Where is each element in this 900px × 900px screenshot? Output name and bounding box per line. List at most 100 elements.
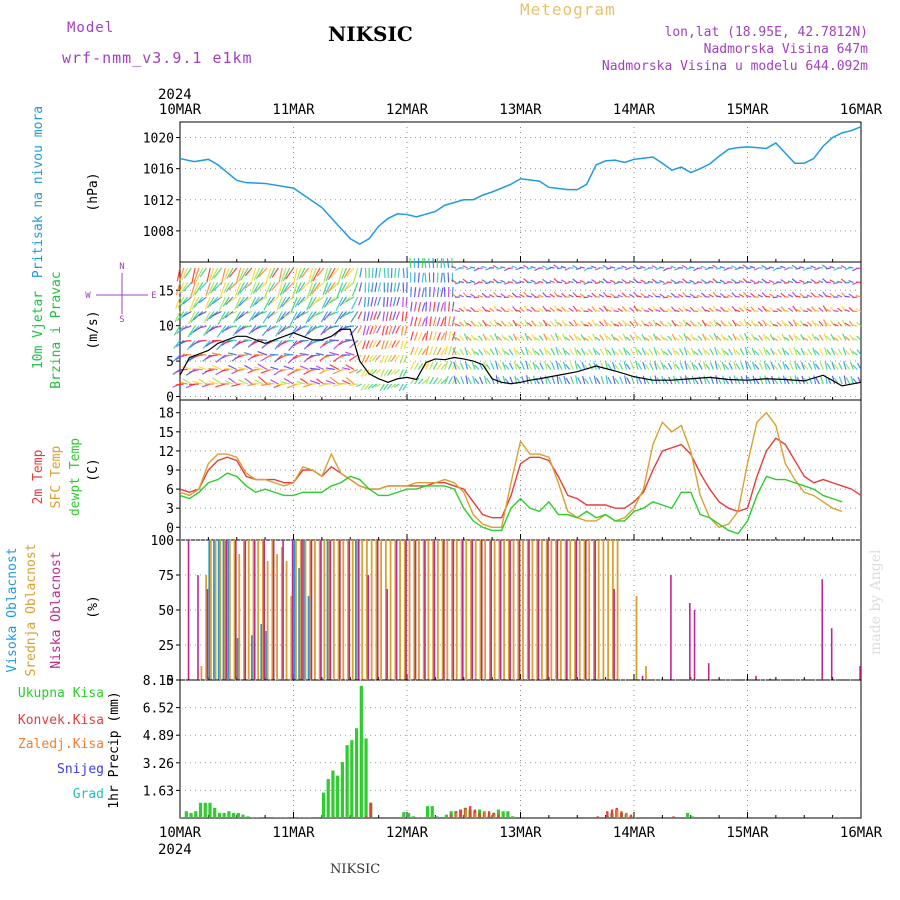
x-tick-label-top: 13MAR [499, 102, 542, 118]
wind-barb [781, 319, 786, 327]
precip-total-bar [501, 811, 505, 818]
wind-barb [534, 310, 540, 313]
wind-barb [719, 279, 726, 284]
wind-barb [733, 361, 737, 370]
cloud-mid-bar [470, 540, 472, 680]
cloud-mid-bar [266, 561, 269, 680]
cloud-mid-bar [432, 540, 435, 680]
wind-barb [784, 323, 790, 327]
wind-barb [329, 364, 340, 371]
wind-barb [802, 281, 809, 285]
wind-barb [496, 308, 502, 313]
wind-barb [659, 293, 665, 298]
wind-barb [316, 267, 325, 277]
cloud-mid-bar [342, 540, 345, 680]
wind-barb [799, 293, 805, 298]
wind-barb [266, 354, 275, 358]
wind-barb [182, 310, 192, 318]
wind-barb [257, 338, 268, 342]
wind-barb [258, 267, 268, 278]
wind-barb [250, 382, 260, 385]
wind-barb [842, 347, 847, 356]
wind-barb [512, 319, 518, 327]
precip-total-bar [298, 817, 302, 818]
wind-barb [806, 308, 813, 313]
wind-barb [739, 320, 745, 327]
precip-total-bar [198, 802, 203, 818]
cloud-mid-bar [347, 540, 349, 680]
wind-barb [486, 377, 491, 385]
wind-barb [357, 325, 363, 334]
wind-barb [667, 349, 673, 356]
wind-barb [216, 340, 226, 351]
wind-barb [576, 336, 582, 341]
wind-barb [305, 311, 313, 324]
wind-barb [837, 321, 843, 327]
wind-barb [207, 282, 215, 296]
cloud-low-bar [613, 589, 615, 680]
wind-barb [402, 267, 405, 278]
cloud-mid-bar [290, 596, 293, 680]
wind-barb [776, 308, 782, 313]
wind-barb [625, 363, 631, 370]
wind-barb [372, 325, 378, 334]
wind-barb [814, 349, 820, 356]
wind-barb [543, 333, 548, 341]
wind-barb [451, 292, 457, 298]
wind-barb [425, 360, 430, 370]
wind-barb [236, 296, 245, 309]
wind-barb [448, 331, 452, 341]
wind-barb [575, 309, 582, 313]
wind-barb [538, 321, 544, 327]
wind-barb [739, 334, 745, 341]
wind-barb [689, 266, 695, 269]
model-elevation-text: Nadmorska Visina u modelu 644.092m [601, 59, 868, 74]
cloud-mid-bar [243, 540, 245, 680]
wind-barb [660, 348, 665, 356]
wind-barb [663, 364, 669, 370]
wind-barb [429, 301, 432, 312]
wind-barb [341, 367, 351, 371]
wind-barb [613, 310, 619, 313]
cloud-mid-bar [550, 540, 553, 680]
precip-total-bar [246, 816, 250, 818]
wind-barb [383, 296, 385, 307]
wind-barb [436, 347, 442, 356]
wind-barb [421, 332, 427, 341]
wind-barb [249, 296, 257, 309]
wind-barb [807, 348, 813, 356]
footer-station: NIKSIC [330, 862, 381, 877]
wind-barb [324, 282, 332, 295]
wind-barb [663, 378, 669, 385]
wind-barb [410, 316, 414, 327]
wind-barb [825, 267, 831, 270]
wind-barb [583, 323, 589, 327]
wind-barb [538, 280, 544, 284]
wind-barb [721, 347, 726, 356]
wind-barb [341, 339, 351, 343]
wind-barb [367, 296, 370, 307]
wind-barb [369, 311, 374, 321]
wind-barb [784, 267, 790, 271]
wind-barb [799, 266, 805, 269]
wind-barb [381, 325, 385, 336]
wind-barb [297, 296, 306, 306]
wind-barb [221, 368, 230, 372]
wind-barb [617, 281, 623, 284]
wind-barb [732, 347, 737, 356]
wind-barb [802, 323, 809, 327]
cloud-mid-bar [351, 540, 354, 680]
wind-barb [497, 349, 503, 356]
wind-barb [633, 319, 639, 327]
wind-barb [383, 383, 389, 391]
wind-barb [670, 265, 676, 269]
wind-barb [215, 383, 226, 388]
wind-barb [425, 316, 428, 327]
wind-barb [288, 340, 298, 352]
wind-barb [751, 347, 756, 356]
cloud-mid-bar [285, 561, 288, 680]
wind-barb [583, 337, 589, 342]
wind-barb [838, 376, 843, 385]
wind-barb [283, 339, 294, 343]
wind-barb [451, 279, 457, 284]
